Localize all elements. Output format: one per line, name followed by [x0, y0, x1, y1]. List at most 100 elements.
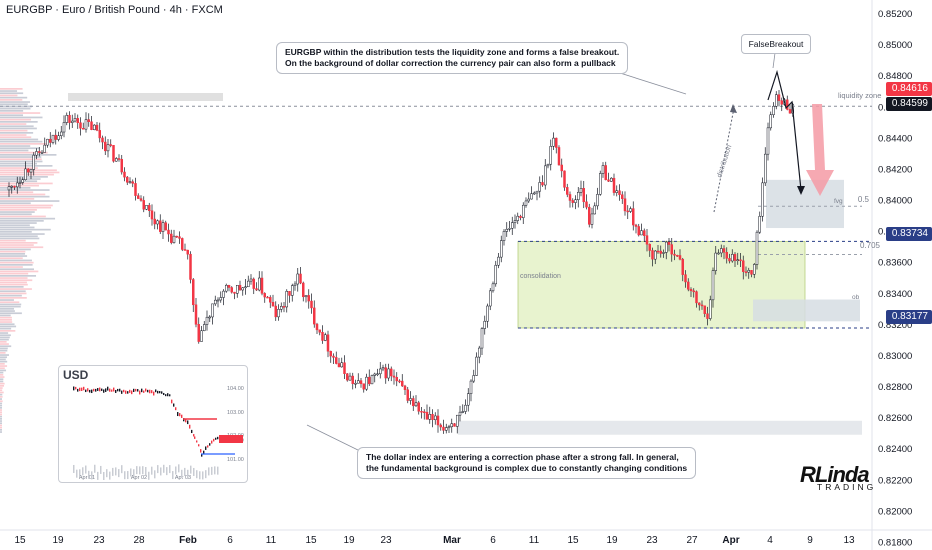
candle-down	[519, 215, 522, 218]
volume-profile-bar	[0, 118, 32, 121]
volume-profile-bar	[0, 213, 32, 216]
volume-profile-bar	[0, 242, 38, 244]
candle-down	[436, 415, 440, 426]
candle-down	[384, 367, 387, 379]
volume-profile-bar	[0, 398, 2, 400]
inset-x-tick: Apr 03	[175, 475, 191, 481]
candle-down	[676, 255, 679, 257]
candle-up	[475, 356, 478, 376]
x-tick-label: 19	[52, 535, 64, 546]
volume-profile-bar	[0, 330, 16, 332]
volume-profile-bar	[0, 138, 39, 141]
candle-up	[491, 283, 495, 292]
volume-profile-bar	[0, 275, 37, 277]
false-breakout-pointer	[772, 52, 776, 69]
inset-volume	[136, 466, 138, 475]
volume-profile-bar	[0, 389, 3, 392]
volume-profile-bar	[0, 235, 38, 238]
volume-profile-bar	[0, 224, 30, 227]
candle-down	[390, 368, 393, 377]
candle-down	[87, 119, 90, 122]
candle-down	[423, 411, 426, 413]
projection-arrow-head	[797, 186, 805, 195]
candle-up	[93, 124, 96, 130]
inset-candle	[117, 388, 119, 392]
candle-up	[249, 278, 253, 282]
inset-candle	[203, 450, 205, 454]
inset-candle	[211, 440, 213, 444]
volume-profile-bar	[0, 147, 40, 150]
candle-up	[428, 414, 431, 420]
x-tick-label: 19	[606, 535, 618, 546]
false-breakout-label[interactable]: FalseBreakout	[741, 34, 811, 54]
volume-profile-bar	[0, 105, 32, 108]
inset-candle	[141, 388, 143, 393]
volume-profile-bar	[0, 323, 15, 326]
candle-up	[293, 283, 297, 286]
bottom-callout[interactable]: The dollar index are entering a correcti…	[357, 447, 697, 479]
inset-volume	[82, 467, 84, 476]
candle-down	[194, 304, 198, 325]
candle-down	[401, 380, 404, 387]
candle-down	[670, 244, 673, 255]
candle-up	[552, 137, 555, 147]
volume-profile-bar	[0, 151, 48, 154]
candle-down	[131, 181, 134, 184]
inset-candle	[113, 387, 115, 392]
inset-candle	[207, 445, 209, 448]
volume-profile-bar	[0, 297, 27, 299]
candle-down	[90, 121, 93, 130]
candle-up	[505, 228, 508, 232]
volume-profile-bar	[0, 415, 2, 418]
candle-up	[538, 182, 541, 192]
top-callout-line1: EURGBP within the distribution tests the…	[285, 47, 620, 57]
inset-candle	[105, 388, 107, 392]
volume-profile-bar	[0, 382, 5, 385]
candle-up	[717, 252, 720, 255]
candle-up	[640, 230, 643, 236]
y-tick-label: 0.82800	[878, 382, 912, 393]
volume-profile-bar	[0, 191, 34, 194]
candle-down	[186, 249, 189, 255]
inset-candle	[198, 444, 200, 447]
inset-candle	[133, 388, 135, 393]
top-callout[interactable]: EURGBP within the distribution tests the…	[276, 42, 629, 74]
candle-down	[337, 363, 341, 368]
candle-down	[101, 137, 104, 143]
candle-up	[115, 158, 118, 162]
candle-up	[662, 252, 665, 254]
inset-y-tick: 101.00	[227, 457, 244, 463]
candle-up	[533, 192, 536, 195]
candle-down	[560, 164, 563, 172]
volume-profile-bar	[0, 255, 28, 257]
y-tick-label: 0.82000	[878, 506, 912, 517]
lower-support-zone	[458, 420, 862, 435]
candle-down	[197, 324, 200, 342]
candle-down	[695, 291, 698, 304]
candle-down	[689, 289, 693, 292]
inset-candle	[87, 388, 89, 392]
inset-volume	[133, 469, 135, 478]
volume-profile-bar	[0, 396, 3, 398]
volume-profile-bar	[0, 189, 50, 191]
candle-up	[464, 404, 467, 412]
inset-candle	[185, 418, 187, 423]
y-tick-label: 0.81800	[878, 538, 912, 549]
candle-down	[38, 151, 41, 153]
volume-profile-bar	[0, 129, 28, 132]
candle-down	[673, 253, 676, 256]
volume-profile-bar	[0, 391, 4, 394]
x-tick-label: 15	[567, 535, 579, 546]
candle-up	[579, 188, 583, 193]
inset-volume	[97, 471, 99, 480]
candle-down	[439, 424, 442, 428]
inset-candle	[127, 391, 129, 394]
volume-profile-bar	[0, 202, 31, 205]
x-tick-label: 6	[490, 535, 496, 546]
consolidation-label: consolidation	[520, 273, 561, 280]
volume-profile-bar	[0, 420, 2, 422]
volume-profile-bar	[0, 314, 11, 317]
inset-candle	[149, 389, 151, 394]
volume-profile-bar	[0, 158, 42, 161]
